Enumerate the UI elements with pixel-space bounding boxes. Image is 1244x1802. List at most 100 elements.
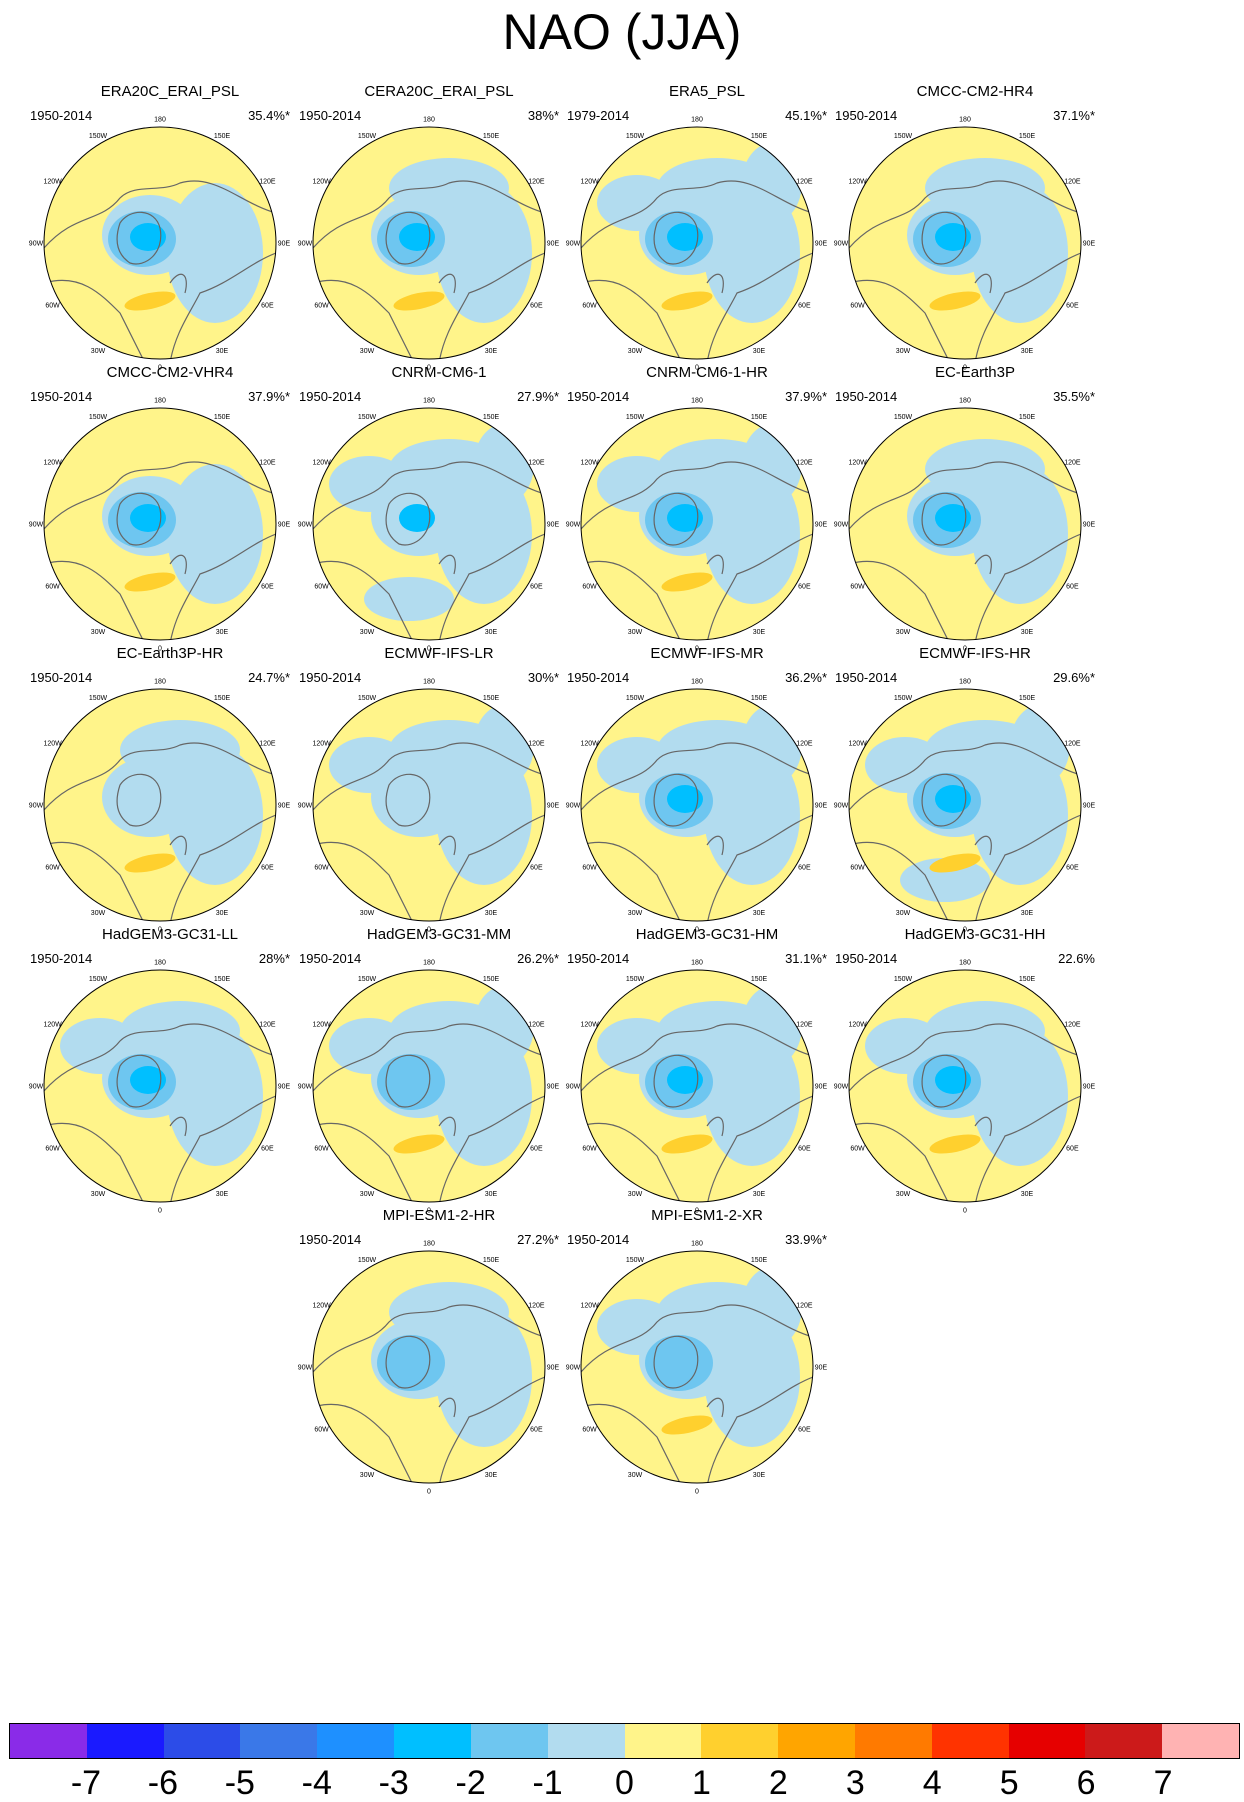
longitude-label: 120E (259, 741, 276, 748)
longitude-label: 30E (216, 348, 229, 355)
longitude-label: 180 (423, 1241, 435, 1248)
colorbar-swatch (163, 1724, 241, 1758)
panel-explained-variance: 45.1%* (785, 108, 827, 123)
longitude-label: 90W (566, 1365, 581, 1372)
longitude-label: 120W (580, 1022, 599, 1029)
longitude-label: 60E (798, 584, 811, 591)
longitude-label: 60W (314, 584, 329, 591)
longitude-label: 120W (580, 179, 599, 186)
coastlines (849, 1023, 1081, 1202)
longitude-label: 150W (894, 695, 913, 702)
polar-map: 180 150W 150E 120W 120E 90W 90E 60W 60E 30W 30E 0 (298, 960, 560, 1215)
longitude-label: 150E (214, 695, 231, 702)
positive-anomaly-region (929, 853, 981, 873)
longitude-label: 90W (834, 803, 849, 810)
longitude-label: 0 (158, 365, 162, 372)
figure-title: NAO (JJA) (502, 4, 742, 60)
polar-map: 180 150W 150E 120W 120E 90W 90E 60W 60E 30W 30E 0 (298, 117, 560, 372)
coastlines (581, 180, 813, 359)
map-boundary (580, 126, 814, 360)
longitude-label: 90W (834, 522, 849, 529)
longitude-label: 120W (43, 1022, 62, 1029)
arctic-low-core (935, 223, 971, 251)
map-panel: EC-Earth3P 1950-2014 35.5%* 180 150W 150E 120W… (825, 364, 1125, 684)
positive-anomaly-region (661, 291, 713, 311)
longitude-label: 180 (959, 679, 971, 686)
panel-title: MPI-ESM1-2-HR (382, 1207, 496, 1224)
longitude-label: 150E (214, 133, 231, 140)
longitude-label: 90E (547, 1084, 560, 1091)
longitude-label: 90W (298, 1084, 313, 1091)
longitude-label: 60W (45, 584, 60, 591)
panel-period: 1950-2014 (567, 1232, 630, 1247)
map-panel: ERA20C_ERAI_PSL 1950-2014 35.4%* 180 150W 150… (20, 83, 320, 403)
panel-period: 1950-2014 (299, 389, 362, 404)
panel-title: MPI-ESM1-2-XR (651, 1207, 763, 1224)
longitude-label: 0 (427, 646, 431, 653)
coastlines (313, 1304, 545, 1483)
longitude-label: 60W (45, 865, 60, 872)
map-boundary (848, 407, 1082, 641)
longitude-label: 90E (278, 1084, 291, 1091)
colorbar-swatch (778, 1724, 855, 1758)
negative-anomaly-region (364, 577, 454, 621)
longitude-label: 60W (45, 303, 60, 310)
longitude-label: 180 (691, 1241, 703, 1248)
panel-title: ECMWF-IFS-LR (384, 645, 494, 662)
longitude-label: 150W (358, 695, 377, 702)
longitude-label: 90W (298, 1365, 313, 1372)
colorbar-tick-label: 4 (922, 1764, 942, 1802)
contour-field (581, 689, 813, 921)
map-boundary (848, 688, 1082, 922)
longitude-label: 30E (1021, 1191, 1034, 1198)
polar-map: 180 150W 150E 120W 120E 90W 90E 60W 60E 30W 30E 0 (298, 1241, 560, 1496)
longitude-label: 30E (753, 348, 766, 355)
longitude-label: 30W (360, 348, 375, 355)
longitude-label: 90W (566, 522, 581, 529)
arctic-low (102, 757, 198, 837)
arctic-low (371, 757, 467, 837)
longitude-label: 120W (580, 741, 599, 748)
panel-explained-variance: 27.9%* (517, 389, 559, 404)
longitude-label: 150W (626, 976, 645, 983)
longitude-label: 0 (695, 927, 699, 934)
longitude-label: 60E (798, 865, 811, 872)
longitude-label: 120W (312, 179, 331, 186)
longitude-label: 30E (1021, 910, 1034, 917)
panel-explained-variance: 24.7%* (248, 670, 290, 685)
longitude-label: 90E (815, 241, 828, 248)
panel-explained-variance: 38%* (527, 108, 559, 123)
longitude-label: 120W (848, 1022, 867, 1029)
panel-explained-variance: 26.2%* (517, 951, 559, 966)
panel-title: HadGEM3-GC31-HH (904, 926, 1046, 943)
longitude-label: 0 (695, 1208, 699, 1215)
longitude-label: 0 (695, 365, 699, 372)
longitude-label: 0 (427, 1208, 431, 1215)
longitude-label: 150E (751, 414, 768, 421)
longitude-label: 30E (1021, 348, 1034, 355)
longitude-label: 150E (1019, 133, 1036, 140)
longitude-label: 90W (566, 1084, 581, 1091)
longitude-label: 30E (753, 629, 766, 636)
coastlines (581, 1023, 813, 1202)
coastlines (581, 742, 813, 921)
polar-map: 180 150W 150E 120W 120E 90W 90E 60W 60E 30W 30E 0 (834, 960, 1096, 1215)
panel-explained-variance: 29.6%* (1053, 670, 1095, 685)
longitude-label: 180 (423, 679, 435, 686)
map-boundary (312, 1250, 546, 1484)
map-panel: ECMWF-IFS-HR 1950-2014 29.6%* 180 150W 150E 12… (825, 645, 1125, 965)
map-boundary (580, 688, 814, 922)
longitude-label: 30E (485, 629, 498, 636)
longitude-label: 90E (1083, 241, 1096, 248)
map-boundary (580, 1250, 814, 1484)
contour-field (581, 408, 813, 640)
longitude-label: 30E (485, 910, 498, 917)
panel-title: HadGEM3-GC31-MM (366, 926, 512, 943)
longitude-label: 0 (427, 365, 431, 372)
panel-title: EC-Earth3P-HR (116, 645, 224, 662)
longitude-label: 150W (894, 133, 913, 140)
coastlines (313, 1023, 545, 1202)
longitude-label: 30W (360, 910, 375, 917)
longitude-label: 120E (1064, 741, 1081, 748)
longitude-label: 30E (1021, 629, 1034, 636)
